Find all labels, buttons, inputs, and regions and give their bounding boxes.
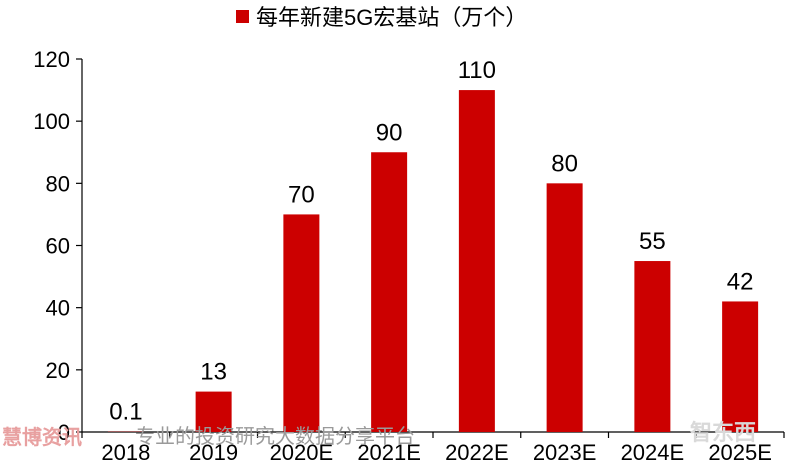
watermark: 慧博资讯 专业的投资研究大数据分享平台 智东西 — [2, 420, 756, 449]
y-tick-label: 20 — [46, 358, 70, 383]
data-label: 90 — [376, 119, 403, 146]
bar — [458, 90, 495, 432]
bar — [195, 391, 232, 432]
bar — [546, 183, 583, 432]
data-label: 80 — [551, 150, 578, 177]
data-label: 110 — [458, 57, 496, 84]
data-label: 13 — [200, 359, 227, 386]
bar — [634, 261, 671, 432]
legend-label: 每年新建5G宏基站（万个） — [256, 5, 527, 30]
x-tick-label: 2021E — [357, 440, 421, 465]
y-tick-label: 0 — [58, 420, 70, 445]
x-tick-label: 2024E — [621, 440, 685, 465]
y-tick-label: 60 — [46, 234, 70, 259]
data-label: 55 — [639, 228, 666, 255]
data-label: 70 — [288, 181, 315, 208]
x-tick-label: 2025E — [708, 440, 772, 465]
y-tick-label: 100 — [33, 109, 70, 134]
y-tick-label: 40 — [46, 296, 70, 321]
legend: 每年新建5G宏基站（万个） — [236, 5, 527, 30]
bar — [722, 301, 759, 432]
data-label: 0.1 — [109, 399, 142, 426]
watermark-slogan: 专业的投资研究大数据分享平台 — [135, 425, 415, 448]
plot-area: 0 20 40 60 80 100 120 0.1 2018 13 2019 70 2020E 90 202… — [33, 47, 785, 465]
x-tick-label: 2023E — [533, 440, 597, 465]
x-tick-label: 2020E — [270, 440, 334, 465]
bar — [371, 152, 408, 432]
legend-swatch — [236, 10, 249, 23]
x-tick-label: 2018 — [101, 440, 150, 465]
watermark-right: 智东西 — [690, 420, 756, 445]
data-label: 42 — [727, 268, 754, 295]
y-tick-label: 80 — [46, 171, 70, 196]
x-tick-label: 2022E — [445, 440, 509, 465]
bar — [283, 214, 320, 432]
x-tick-label: 2019 — [189, 440, 238, 465]
y-tick-label: 120 — [33, 47, 70, 72]
watermark-left: 慧博资讯 — [2, 425, 82, 449]
